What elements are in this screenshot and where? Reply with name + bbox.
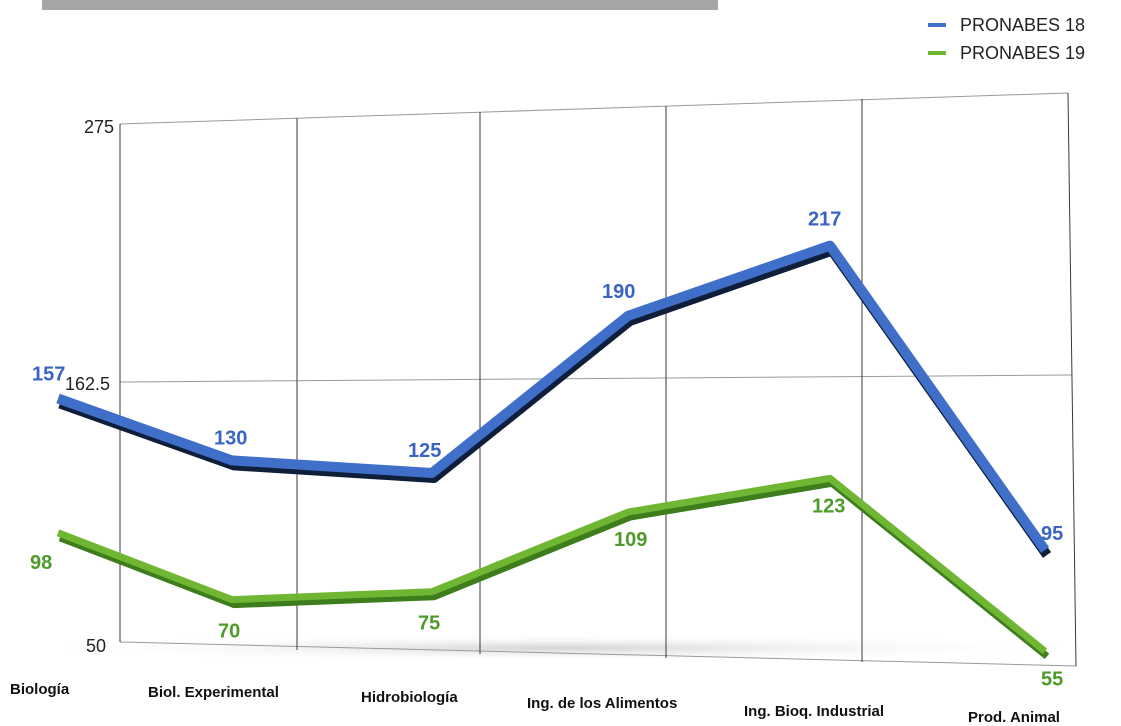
series-line: [58, 246, 1045, 550]
data-label: 75: [418, 613, 440, 635]
chart-title-bar: [42, 0, 718, 10]
data-label: 123: [812, 495, 845, 517]
category-label: Hidrobiología: [361, 689, 458, 706]
gridline-top: [120, 93, 1068, 124]
y-tick-label: 275: [84, 117, 114, 137]
y-tick-label: 162.5: [65, 374, 110, 394]
category-label: Ing. Bioq. Industrial: [744, 703, 884, 720]
data-label: 217: [808, 209, 841, 231]
data-label: 125: [408, 440, 441, 462]
data-label: 190: [602, 281, 635, 303]
category-label: Biol. Experimental: [148, 684, 279, 701]
data-label: 98: [30, 552, 52, 574]
series-line: [58, 478, 1045, 651]
data-label: 157: [32, 364, 65, 386]
legend-label-pronabes-19: PRONABES 19: [960, 43, 1085, 63]
legend: PRONABES 18 PRONABES 19: [928, 15, 1085, 63]
data-label: 95: [1041, 523, 1063, 545]
floor-shadow: [20, 634, 1100, 662]
gridline-v-6: [1068, 93, 1076, 666]
data-label: 130: [214, 427, 247, 449]
legend-label-pronabes-18: PRONABES 18: [960, 15, 1085, 35]
category-label: Prod. Animal: [968, 709, 1060, 726]
category-label: Biología: [10, 681, 70, 698]
series-layer: [58, 246, 1047, 657]
series-line-shadow: [60, 483, 1047, 656]
plot-area: 275 162.5 50 Biología Biol. Experimental…: [10, 93, 1100, 726]
series-line-shadow: [60, 251, 1047, 555]
y-tick-label: 50: [86, 636, 106, 656]
data-label: 55: [1041, 668, 1063, 690]
data-label: 70: [218, 621, 240, 643]
category-label: Ing. de los Alimentos: [527, 695, 677, 712]
data-label: 109: [614, 529, 647, 551]
